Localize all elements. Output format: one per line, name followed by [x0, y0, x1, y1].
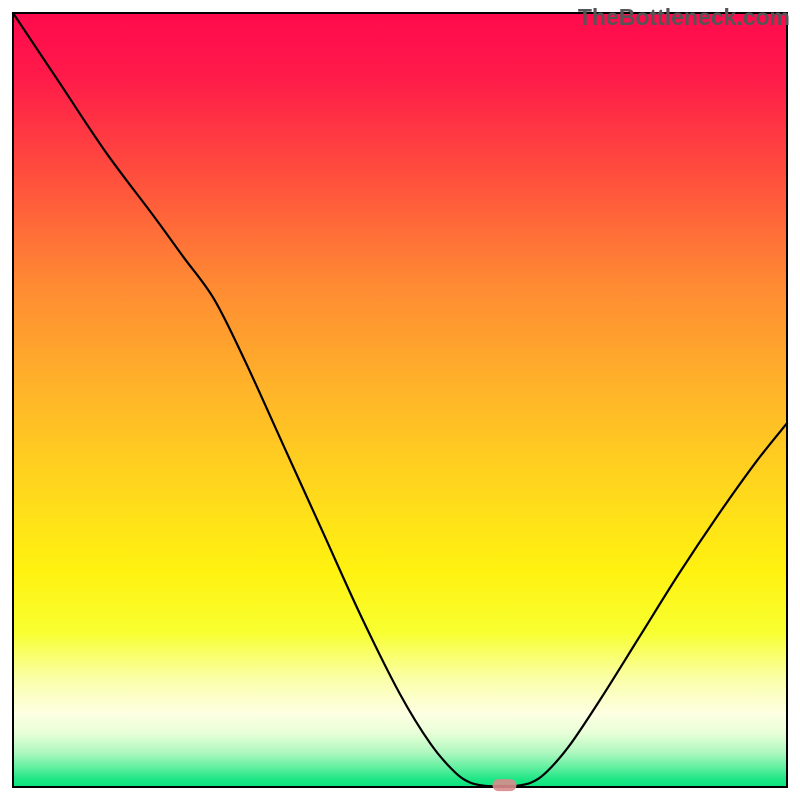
optimum-marker [492, 779, 516, 791]
bottleneck-chart [0, 0, 800, 800]
watermark-text: TheBottleneck.com [578, 4, 790, 31]
gradient-background [13, 13, 787, 787]
